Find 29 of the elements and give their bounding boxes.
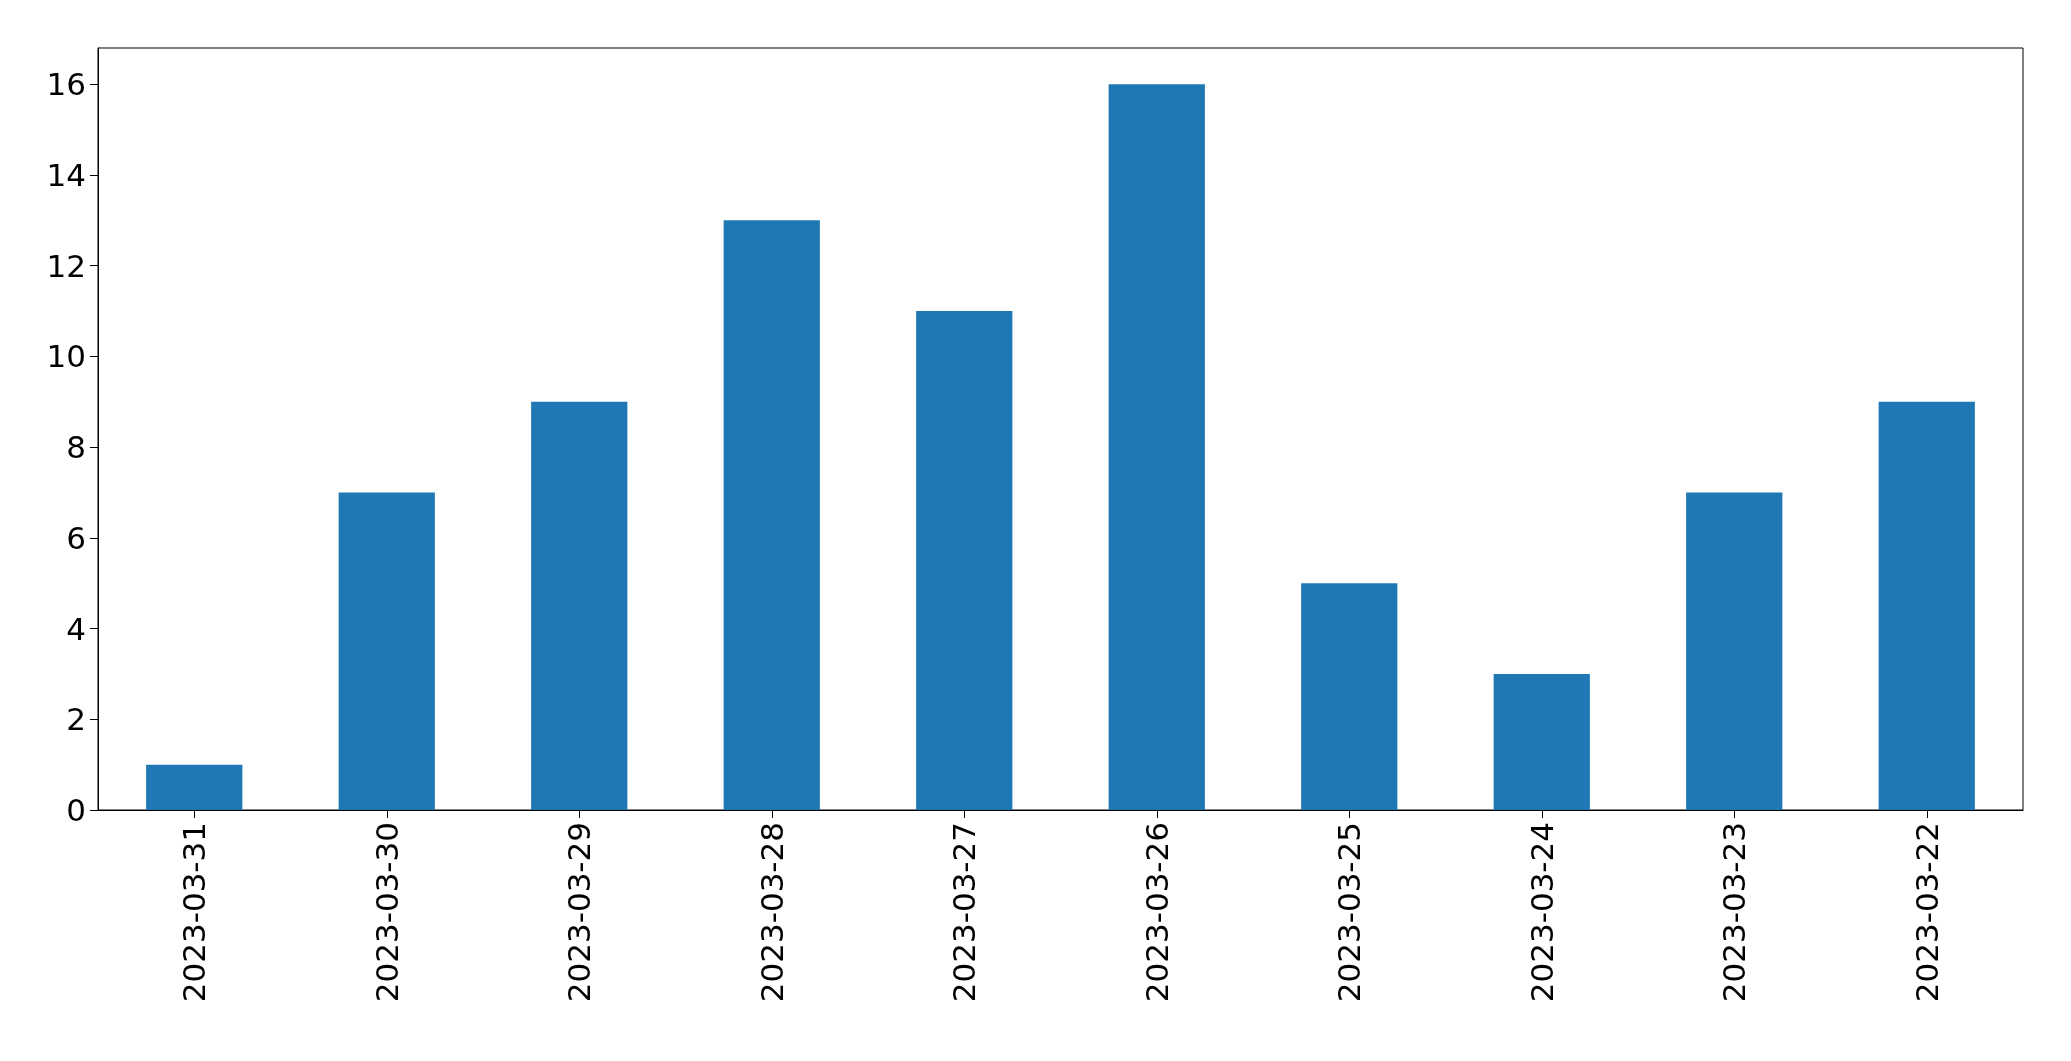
- x-tick-label: 2023-03-22: [1908, 822, 1945, 1003]
- y-tick-label: 6: [66, 519, 86, 556]
- bar: [531, 401, 628, 810]
- bar: [723, 220, 820, 810]
- x-tick-label: 2023-03-30: [368, 822, 405, 1003]
- bar: [1878, 401, 1975, 810]
- bar: [1686, 492, 1783, 810]
- y-tick-label: 2: [66, 701, 86, 738]
- bar: [1301, 583, 1398, 810]
- bar: [1108, 84, 1205, 810]
- bar: [146, 764, 243, 810]
- x-tick-label: 2023-03-23: [1716, 822, 1753, 1003]
- y-tick-label: 8: [66, 429, 86, 466]
- x-tick-label: 2023-03-26: [1138, 822, 1175, 1003]
- x-tick-label: 2023-03-27: [946, 822, 983, 1003]
- x-tick-label: 2023-03-29: [561, 822, 598, 1003]
- y-tick-label: 14: [46, 157, 86, 193]
- y-tick-label: 12: [46, 247, 86, 284]
- y-tick-label: 0: [66, 792, 86, 828]
- x-tick-label: 2023-03-25: [1331, 822, 1368, 1003]
- bar: [1493, 673, 1590, 810]
- bar: [338, 492, 435, 810]
- y-tick-label: 16: [46, 66, 86, 103]
- bar: [916, 311, 1013, 810]
- x-tick-label: 2023-03-28: [753, 822, 790, 1003]
- y-tick-label: 4: [66, 610, 86, 647]
- x-tick-label: 2023-03-31: [176, 822, 213, 1003]
- x-tick-label: 2023-03-24: [1523, 822, 1560, 1003]
- y-tick-label: 10: [46, 338, 86, 375]
